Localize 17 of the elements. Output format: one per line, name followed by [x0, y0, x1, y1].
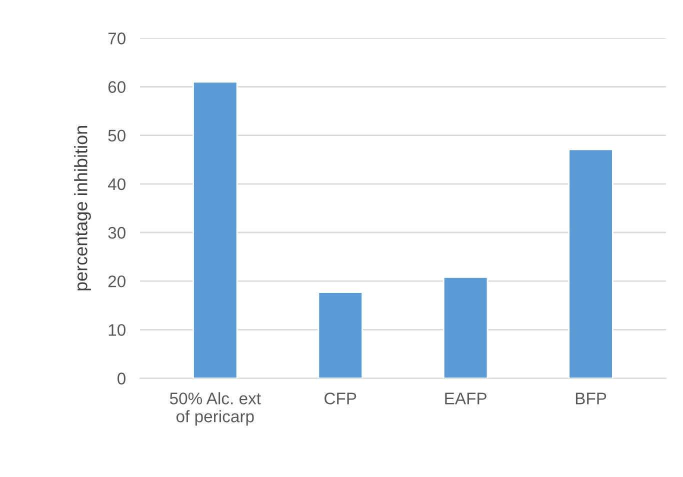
y-tick-label: 40 [108, 178, 126, 190]
bar [192, 81, 238, 378]
y-tick-label: 0 [118, 372, 126, 384]
bar [568, 148, 614, 378]
bar [442, 276, 488, 378]
bar [318, 292, 363, 378]
y-tick-label: 60 [108, 81, 126, 93]
y-axis-title: percentage inhibition [74, 126, 91, 290]
y-tick-label: 30 [108, 226, 126, 239]
x-tick-label: EAFP [445, 392, 486, 404]
y-tick-label: 20 [108, 275, 126, 288]
x-tick-label: 50% Alc. ext of pericarp [170, 392, 261, 426]
x-tick-label: BFP [576, 392, 606, 404]
x-tick-label: CFP [324, 392, 356, 404]
y-tick-label: 70 [108, 32, 126, 44]
y-tick-label: 10 [108, 324, 126, 336]
y-tick-label: 50 [108, 130, 126, 142]
